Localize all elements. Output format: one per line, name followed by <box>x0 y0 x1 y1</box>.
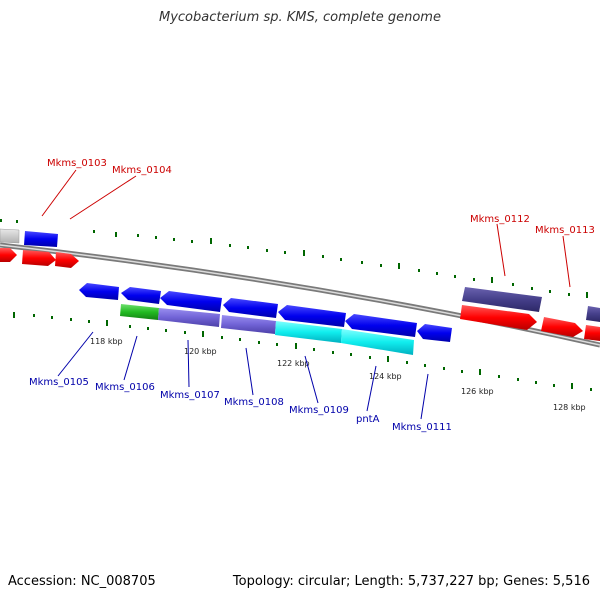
accession-text: Accession: NC_008705 <box>8 574 156 589</box>
gene-label-mkms-0103[interactable]: Mkms_0103 <box>47 158 107 169</box>
gene-label-mkms-0111[interactable]: Mkms_0111 <box>392 422 452 433</box>
gene-feature-mkms-0107[interactable] <box>158 308 220 327</box>
gene-feature-green[interactable] <box>120 304 159 320</box>
gene-feature-pnta[interactable] <box>341 329 414 355</box>
gene-feature-mkms-0111[interactable] <box>417 324 452 342</box>
gene-label-mkms-0112[interactable]: Mkms_0112 <box>470 214 530 225</box>
scale-label-126: 126 kbp <box>461 387 494 396</box>
scale-label-120: 120 kbp <box>184 347 217 356</box>
gene-feature-red-right-1[interactable] <box>460 305 537 330</box>
lower-tick-row <box>13 312 592 391</box>
scale-label-128: 128 kbp <box>553 403 586 412</box>
gene-feature-blue-4[interactable] <box>223 298 278 318</box>
gene-feature-mkms-0109[interactable] <box>275 321 342 343</box>
gene-feature-navy-right-edge[interactable] <box>586 306 600 322</box>
scale-label-124: 124 kbp <box>369 372 402 381</box>
gene-feature-blue-6[interactable] <box>345 314 417 337</box>
gene-feature-red-left-3[interactable] <box>55 252 79 268</box>
gene-label-mkms-0105[interactable]: Mkms_0105 <box>29 377 89 388</box>
gene-label-pnta[interactable]: pntA <box>356 414 380 425</box>
gene-label-mkms-0109[interactable]: Mkms_0109 <box>289 405 349 416</box>
gene-feature-mkms-0108[interactable] <box>221 315 276 334</box>
gene-label-mkms-0108[interactable]: Mkms_0108 <box>224 397 284 408</box>
upper-tick-row <box>0 219 588 298</box>
gene-feature-mkms-0103[interactable] <box>24 231 58 247</box>
gene-feature-mkms-0112[interactable] <box>462 287 542 312</box>
gene-feature-grey[interactable] <box>0 228 20 244</box>
gene-feature-mkms-0105[interactable] <box>79 283 119 300</box>
gene-feature-blue-2[interactable] <box>121 287 161 304</box>
upper-leader-lines <box>41 169 571 288</box>
scale-label-118: 118 kbp <box>90 337 123 346</box>
gene-label-mkms-0107[interactable]: Mkms_0107 <box>160 390 220 401</box>
gene-label-mkms-0106[interactable]: Mkms_0106 <box>95 382 155 393</box>
gene-feature-red-right-3[interactable] <box>584 325 600 341</box>
gene-label-mkms-0113[interactable]: Mkms_0113 <box>535 225 595 236</box>
gene-feature-mkms-0106[interactable] <box>160 291 222 312</box>
map-title: Mycobacterium sp. KMS, complete genome <box>159 10 441 25</box>
gene-feature-red-left-1[interactable] <box>0 248 17 262</box>
gene-feature-red-right-2[interactable] <box>541 317 583 337</box>
gene-label-mkms-0104[interactable]: Mkms_0104 <box>112 165 172 176</box>
gene-feature-blue-5[interactable] <box>278 305 346 327</box>
lower-leader-lines <box>57 331 429 420</box>
gene-feature-red-left-2[interactable] <box>22 250 56 266</box>
scale-label-122: 122 kbp <box>277 359 310 368</box>
genome-summary-text: Topology: circular; Length: 5,737,227 bp… <box>232 574 590 589</box>
